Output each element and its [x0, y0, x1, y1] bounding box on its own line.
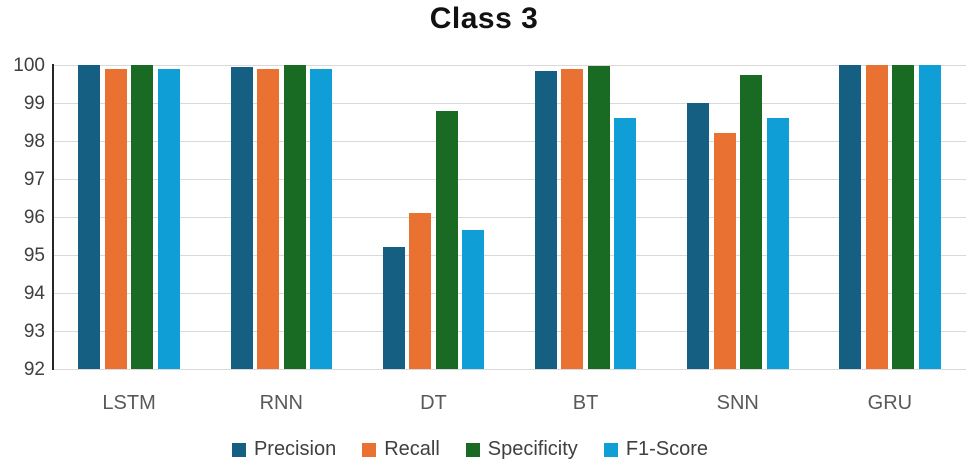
bar-dt-f1-score	[462, 230, 485, 369]
y-tick-label: 97	[23, 168, 45, 190]
chart-legend: Precision Recall Specificity F1-Score	[0, 438, 940, 461]
legend-item-recall: Recall	[362, 438, 440, 461]
x-tick-label-dt: DT	[420, 392, 447, 414]
bar-bt-f1-score	[614, 118, 637, 369]
bar-snn-precision	[687, 103, 709, 369]
bar-lstm-recall	[104, 68, 127, 369]
x-tick-label-bt: BT	[572, 392, 599, 414]
bar-lstm-specificity	[131, 65, 154, 369]
legend-label: Specificity	[487, 438, 578, 460]
bar-bt-precision	[534, 70, 557, 369]
bar-bt-recall	[561, 68, 584, 369]
y-tick-label: 95	[23, 244, 45, 266]
x-tick-label-snn: SNN	[716, 392, 759, 414]
bar-gru-precision	[839, 65, 862, 369]
legend-label: F1-Score	[625, 438, 709, 460]
legend-label: Recall	[384, 438, 440, 460]
bar-rnn-precision	[230, 66, 253, 369]
bar-rnn-specificity	[283, 65, 306, 369]
legend-swatch-icon	[362, 442, 377, 457]
gridline-y-96	[53, 216, 966, 218]
chart-title: Class 3	[429, 2, 539, 35]
bar-snn-f1-score	[766, 118, 789, 369]
x-tick-label-gru: GRU	[867, 392, 913, 414]
bar-rnn-f1-score	[310, 68, 332, 369]
gridline-y-93	[53, 330, 966, 332]
gridline-y-92	[53, 368, 966, 370]
y-tick-label: 98	[23, 130, 45, 152]
y-axis-line	[52, 64, 54, 370]
y-tick-label: 94	[23, 282, 45, 304]
bar-lstm-f1-score	[157, 68, 180, 369]
x-tick-label-rnn: RNN	[259, 392, 303, 414]
legend-item-f1-score: F1-Score	[603, 438, 709, 461]
legend-swatch-icon	[465, 442, 480, 457]
legend-swatch-icon	[231, 442, 246, 457]
gridline-y-100	[53, 64, 966, 66]
bar-rnn-recall	[257, 68, 279, 369]
gridline-y-97	[53, 178, 966, 180]
y-tick-label: 92	[23, 358, 45, 380]
bar-gru-specificity	[892, 65, 915, 369]
x-tick-label-lstm: LSTM	[102, 392, 156, 414]
y-tick-label: 96	[23, 206, 45, 228]
gridline-y-95	[53, 254, 966, 256]
gridline-y-99	[53, 102, 966, 104]
legend-item-precision: Precision	[231, 438, 337, 461]
y-tick-label: 100	[13, 54, 45, 76]
bar-dt-precision	[382, 247, 405, 369]
legend-item-specificity: Specificity	[465, 438, 578, 461]
bar-snn-specificity	[740, 74, 762, 369]
y-tick-label: 93	[23, 320, 45, 342]
y-tick-label: 99	[23, 92, 45, 114]
gridline-y-94	[53, 292, 966, 294]
bar-lstm-precision	[78, 65, 101, 369]
bar-snn-recall	[713, 133, 736, 369]
bar-dt-recall	[409, 213, 432, 369]
gridline-y-98	[53, 140, 966, 142]
bar-gru-f1-score	[918, 65, 941, 369]
bar-gru-recall	[865, 65, 888, 369]
bar-bt-specificity	[587, 66, 610, 369]
legend-swatch-icon	[603, 442, 618, 457]
bar-dt-specificity	[435, 110, 458, 369]
legend-label: Precision	[253, 438, 337, 460]
